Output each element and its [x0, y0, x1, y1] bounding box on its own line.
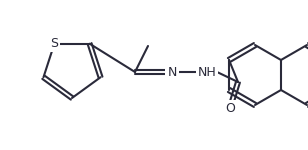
Text: NH: NH	[198, 66, 217, 78]
Text: N: N	[167, 66, 177, 78]
Text: O: O	[225, 102, 235, 114]
Text: S: S	[51, 37, 59, 50]
